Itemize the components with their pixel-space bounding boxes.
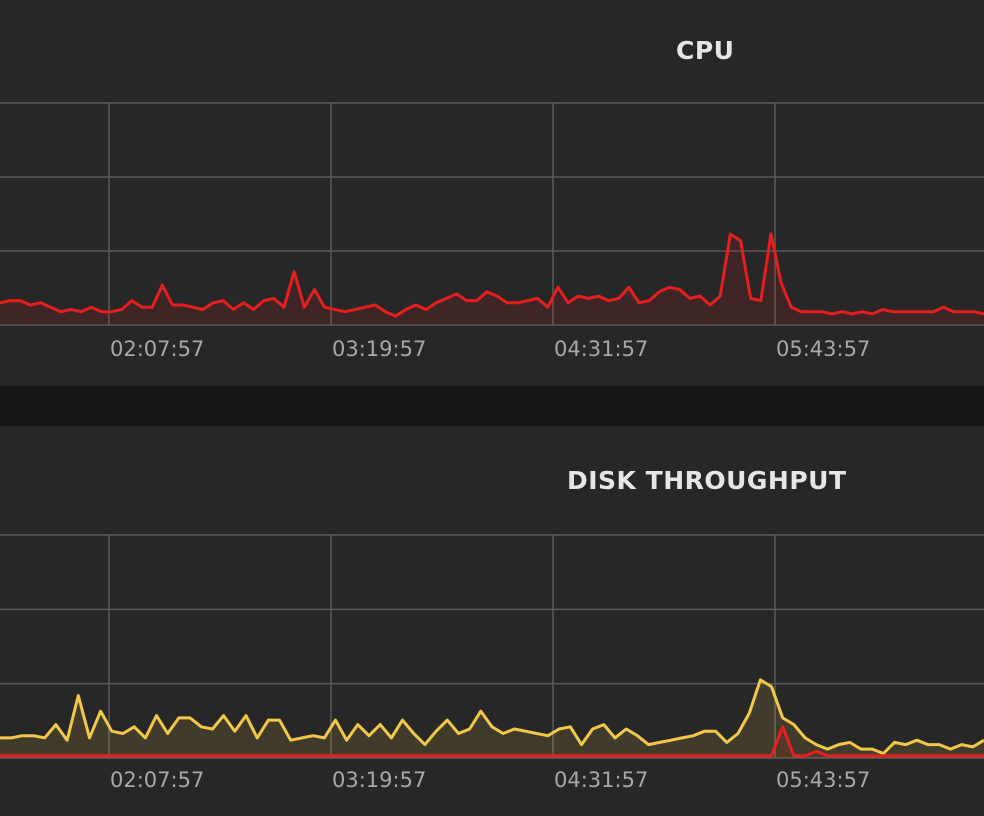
series-line-0 [0, 678, 984, 755]
disk-throughput-chart-title: DISK THROUGHPUT [567, 466, 847, 495]
series-line-0 [0, 232, 984, 318]
x-tick-label: 05:43:57 [776, 337, 870, 361]
disk-throughput-panel: DISK THROUGHPUT 02:07:57 03:19:57 04:31:57… [0, 426, 984, 816]
cpu-chart: 02:07:57 03:19:57 04:31:57 05:43:57 [0, 102, 984, 361]
x-tick-label: 02:07:57 [110, 337, 204, 361]
cpu-chart-title: CPU [676, 36, 735, 65]
disk-throughput-chart: 02:07:57 03:19:57 04:31:57 05:43:57 [0, 534, 984, 792]
x-tick-label: 03:19:57 [332, 337, 426, 361]
x-tick-label: 05:43:57 [776, 768, 870, 792]
series-area-0 [0, 679, 984, 758]
grid [0, 534, 984, 759]
panel-separator [0, 386, 984, 426]
x-tick-label: 03:19:57 [332, 768, 426, 792]
series-line-1 [0, 725, 984, 758]
series-area-0 [0, 234, 984, 325]
cpu-panel: CPU 02:07:57 03:19:57 04:31:57 05:43:57 [0, 0, 984, 386]
x-tick-label: 04:31:57 [554, 337, 648, 361]
x-tick-label: 04:31:57 [554, 768, 648, 792]
x-tick-label: 02:07:57 [110, 768, 204, 792]
grid [0, 102, 984, 326]
